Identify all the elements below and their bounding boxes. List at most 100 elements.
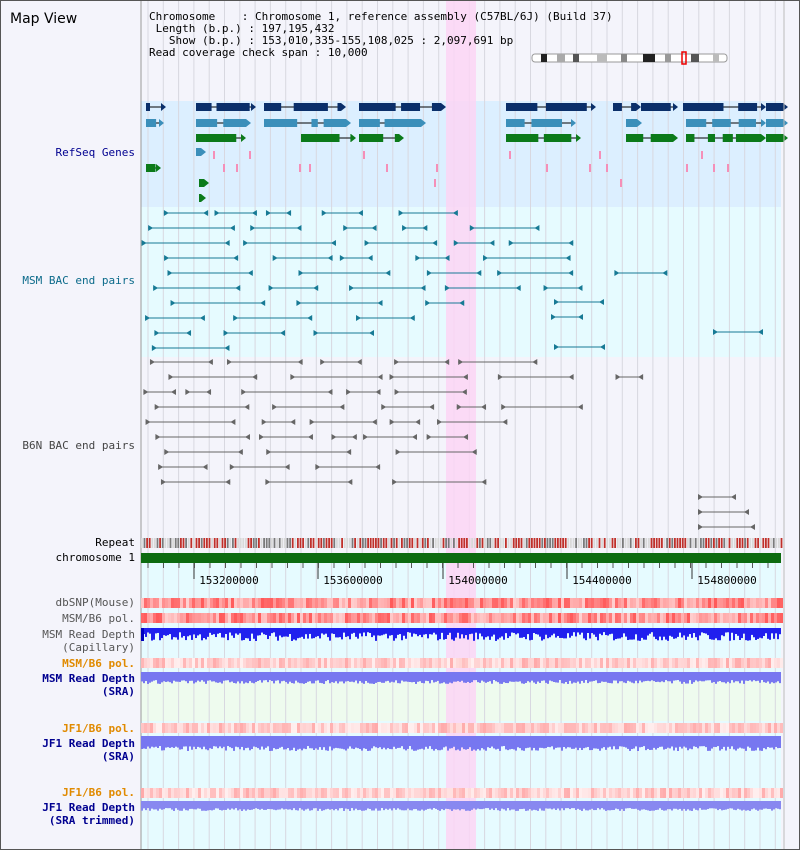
msm-read-depth-sra-bar bbox=[189, 672, 191, 681]
jf1-read-depth-trim-bar bbox=[341, 801, 343, 809]
msm-read-depth-capillary-bar bbox=[245, 628, 247, 639]
msm-bac-pair-end bbox=[371, 225, 377, 231]
msm-b6-pol-strip bbox=[609, 613, 612, 623]
repeat-mark bbox=[557, 538, 559, 548]
jf1-b6-pol-trim-strip bbox=[267, 788, 270, 798]
dbsnp-strip bbox=[765, 598, 768, 608]
msm-read-depth-capillary-bar bbox=[585, 628, 587, 641]
jf1-b6-pol-strip bbox=[546, 723, 549, 733]
jf1-read-depth-trim-bar bbox=[411, 801, 413, 811]
jf1-b6-pol-trim-strip bbox=[738, 788, 741, 798]
jf1-read-depth-bar bbox=[615, 736, 617, 750]
jf1-read-depth-bar bbox=[689, 736, 691, 749]
jf1-read-depth-trim-bar bbox=[141, 801, 143, 811]
jf1-read-depth-trim-bar bbox=[227, 801, 229, 809]
jf1-read-depth-bar bbox=[189, 736, 191, 747]
jf1-b6-pol-strip bbox=[204, 723, 207, 733]
msm-b6-pol-strip bbox=[702, 613, 705, 623]
msm-read-depth-sra-bar bbox=[679, 672, 681, 682]
jf1-read-depth-trim-bar bbox=[197, 801, 199, 809]
msm-read-depth-capillary-bar bbox=[715, 628, 717, 639]
repeat-mark bbox=[208, 538, 211, 548]
jf1-b6-pol-trim-strip bbox=[222, 788, 225, 798]
dbsnp-strip bbox=[288, 598, 291, 608]
msm-b6-pol-strip bbox=[495, 613, 498, 623]
msm-b6-pol-strip bbox=[369, 613, 372, 623]
dbsnp-strip bbox=[645, 598, 648, 608]
msm-b6-pol-sra-strip bbox=[261, 658, 264, 668]
track-label-refseq-genes[interactable]: RefSeq Genes bbox=[55, 146, 135, 159]
jf1-read-depth-bar bbox=[593, 736, 595, 749]
msm-read-depth-sra-bar bbox=[507, 672, 509, 684]
jf1-b6-pol-strip bbox=[543, 723, 546, 733]
msm-b6-pol-sra-strip bbox=[756, 658, 759, 668]
msm-read-depth-capillary-bar bbox=[257, 628, 259, 636]
msm-read-depth-capillary-bar bbox=[757, 628, 759, 639]
msm-read-depth-capillary-bar bbox=[547, 628, 549, 639]
msm-b6-pol-strip bbox=[450, 613, 453, 623]
track-label-msm-bac[interactable]: MSM BAC end pairs bbox=[22, 274, 135, 287]
msm-b6-pol-sra-strip bbox=[270, 658, 273, 668]
msm-read-depth-sra-bar bbox=[683, 672, 685, 682]
jf1-read-depth-bar bbox=[235, 736, 237, 747]
msm-b6-pol-strip bbox=[321, 613, 324, 623]
jf1-b6-pol-strip bbox=[168, 723, 171, 733]
jf1-b6-pol-trim-strip bbox=[648, 788, 651, 798]
jf1-b6-pol-strip bbox=[369, 723, 372, 733]
msm-read-depth-capillary-bar bbox=[501, 628, 503, 637]
repeat-mark bbox=[512, 538, 515, 548]
jf1-b6-pol-trim-strip bbox=[273, 788, 276, 798]
jf1-read-depth-trim-bar bbox=[735, 801, 737, 811]
msm-read-depth-sra-bar bbox=[155, 672, 157, 681]
msm-b6-pol-sra-strip bbox=[249, 658, 252, 668]
jf1-b6-pol-strip bbox=[693, 723, 696, 733]
msm-read-depth-sra-bar bbox=[655, 672, 657, 683]
msm-read-depth-capillary-bar bbox=[155, 628, 157, 634]
dbsnp-strip bbox=[177, 598, 180, 608]
msm-read-depth-sra-bar bbox=[141, 672, 143, 682]
jf1-read-depth-trim-bar bbox=[531, 801, 533, 811]
msm-read-depth-sra-bar bbox=[595, 672, 597, 681]
jf1-read-depth-bar bbox=[359, 736, 361, 749]
msm-read-depth-sra-bar bbox=[575, 672, 577, 683]
msm-b6-pol-strip bbox=[318, 613, 321, 623]
msm-read-depth-capillary-bar bbox=[705, 628, 707, 634]
jf1-read-depth-bar bbox=[367, 736, 369, 751]
jf1-b6-pol-strip bbox=[603, 723, 606, 733]
jf1-read-depth-trim-bar bbox=[249, 801, 251, 811]
msm-read-depth-capillary-bar bbox=[301, 628, 303, 637]
jf1-read-depth-trim-bar bbox=[459, 801, 461, 811]
jf1-b6-pol-strip bbox=[222, 723, 225, 733]
msm-b6-pol-strip bbox=[426, 613, 429, 623]
jf1-b6-pol-strip bbox=[681, 723, 684, 733]
refseq-gene-exon bbox=[146, 103, 151, 111]
msm-bac-pair-end bbox=[568, 240, 574, 246]
jf1-read-depth-trim-bar bbox=[453, 801, 455, 810]
snp-tick bbox=[299, 164, 301, 172]
dbsnp-strip bbox=[219, 598, 222, 608]
axis-tick-label: 153600000 bbox=[323, 574, 383, 587]
jf1-b6-pol-strip bbox=[678, 723, 681, 733]
repeat-mark bbox=[406, 538, 408, 548]
jf1-read-depth-trim-bar bbox=[675, 801, 677, 809]
msm-b6-pol-strip bbox=[498, 613, 501, 623]
jf1-b6-pol-strip bbox=[282, 723, 285, 733]
msm-b6-pol-strip bbox=[531, 613, 534, 623]
jf1-read-depth-trim-bar bbox=[245, 801, 247, 811]
msm-b6-pol-strip bbox=[456, 613, 459, 623]
repeat-mark bbox=[367, 538, 369, 548]
track-label-b6n-bac[interactable]: B6N BAC end pairs bbox=[22, 439, 135, 452]
msm-b6-pol-strip bbox=[234, 613, 237, 623]
repeat-mark bbox=[757, 538, 759, 548]
msm-b6-pol-strip bbox=[699, 613, 702, 623]
msm-b6-pol-sra-strip bbox=[627, 658, 630, 668]
msm-read-depth-capillary-bar bbox=[523, 628, 525, 638]
repeat-mark bbox=[341, 538, 343, 548]
repeat-mark bbox=[775, 538, 778, 548]
chromosome-bar bbox=[141, 553, 781, 563]
msm-read-depth-sra-bar bbox=[389, 672, 391, 683]
msm-read-depth-capillary-bar bbox=[543, 628, 545, 640]
msm-b6-pol-strip bbox=[519, 613, 522, 623]
